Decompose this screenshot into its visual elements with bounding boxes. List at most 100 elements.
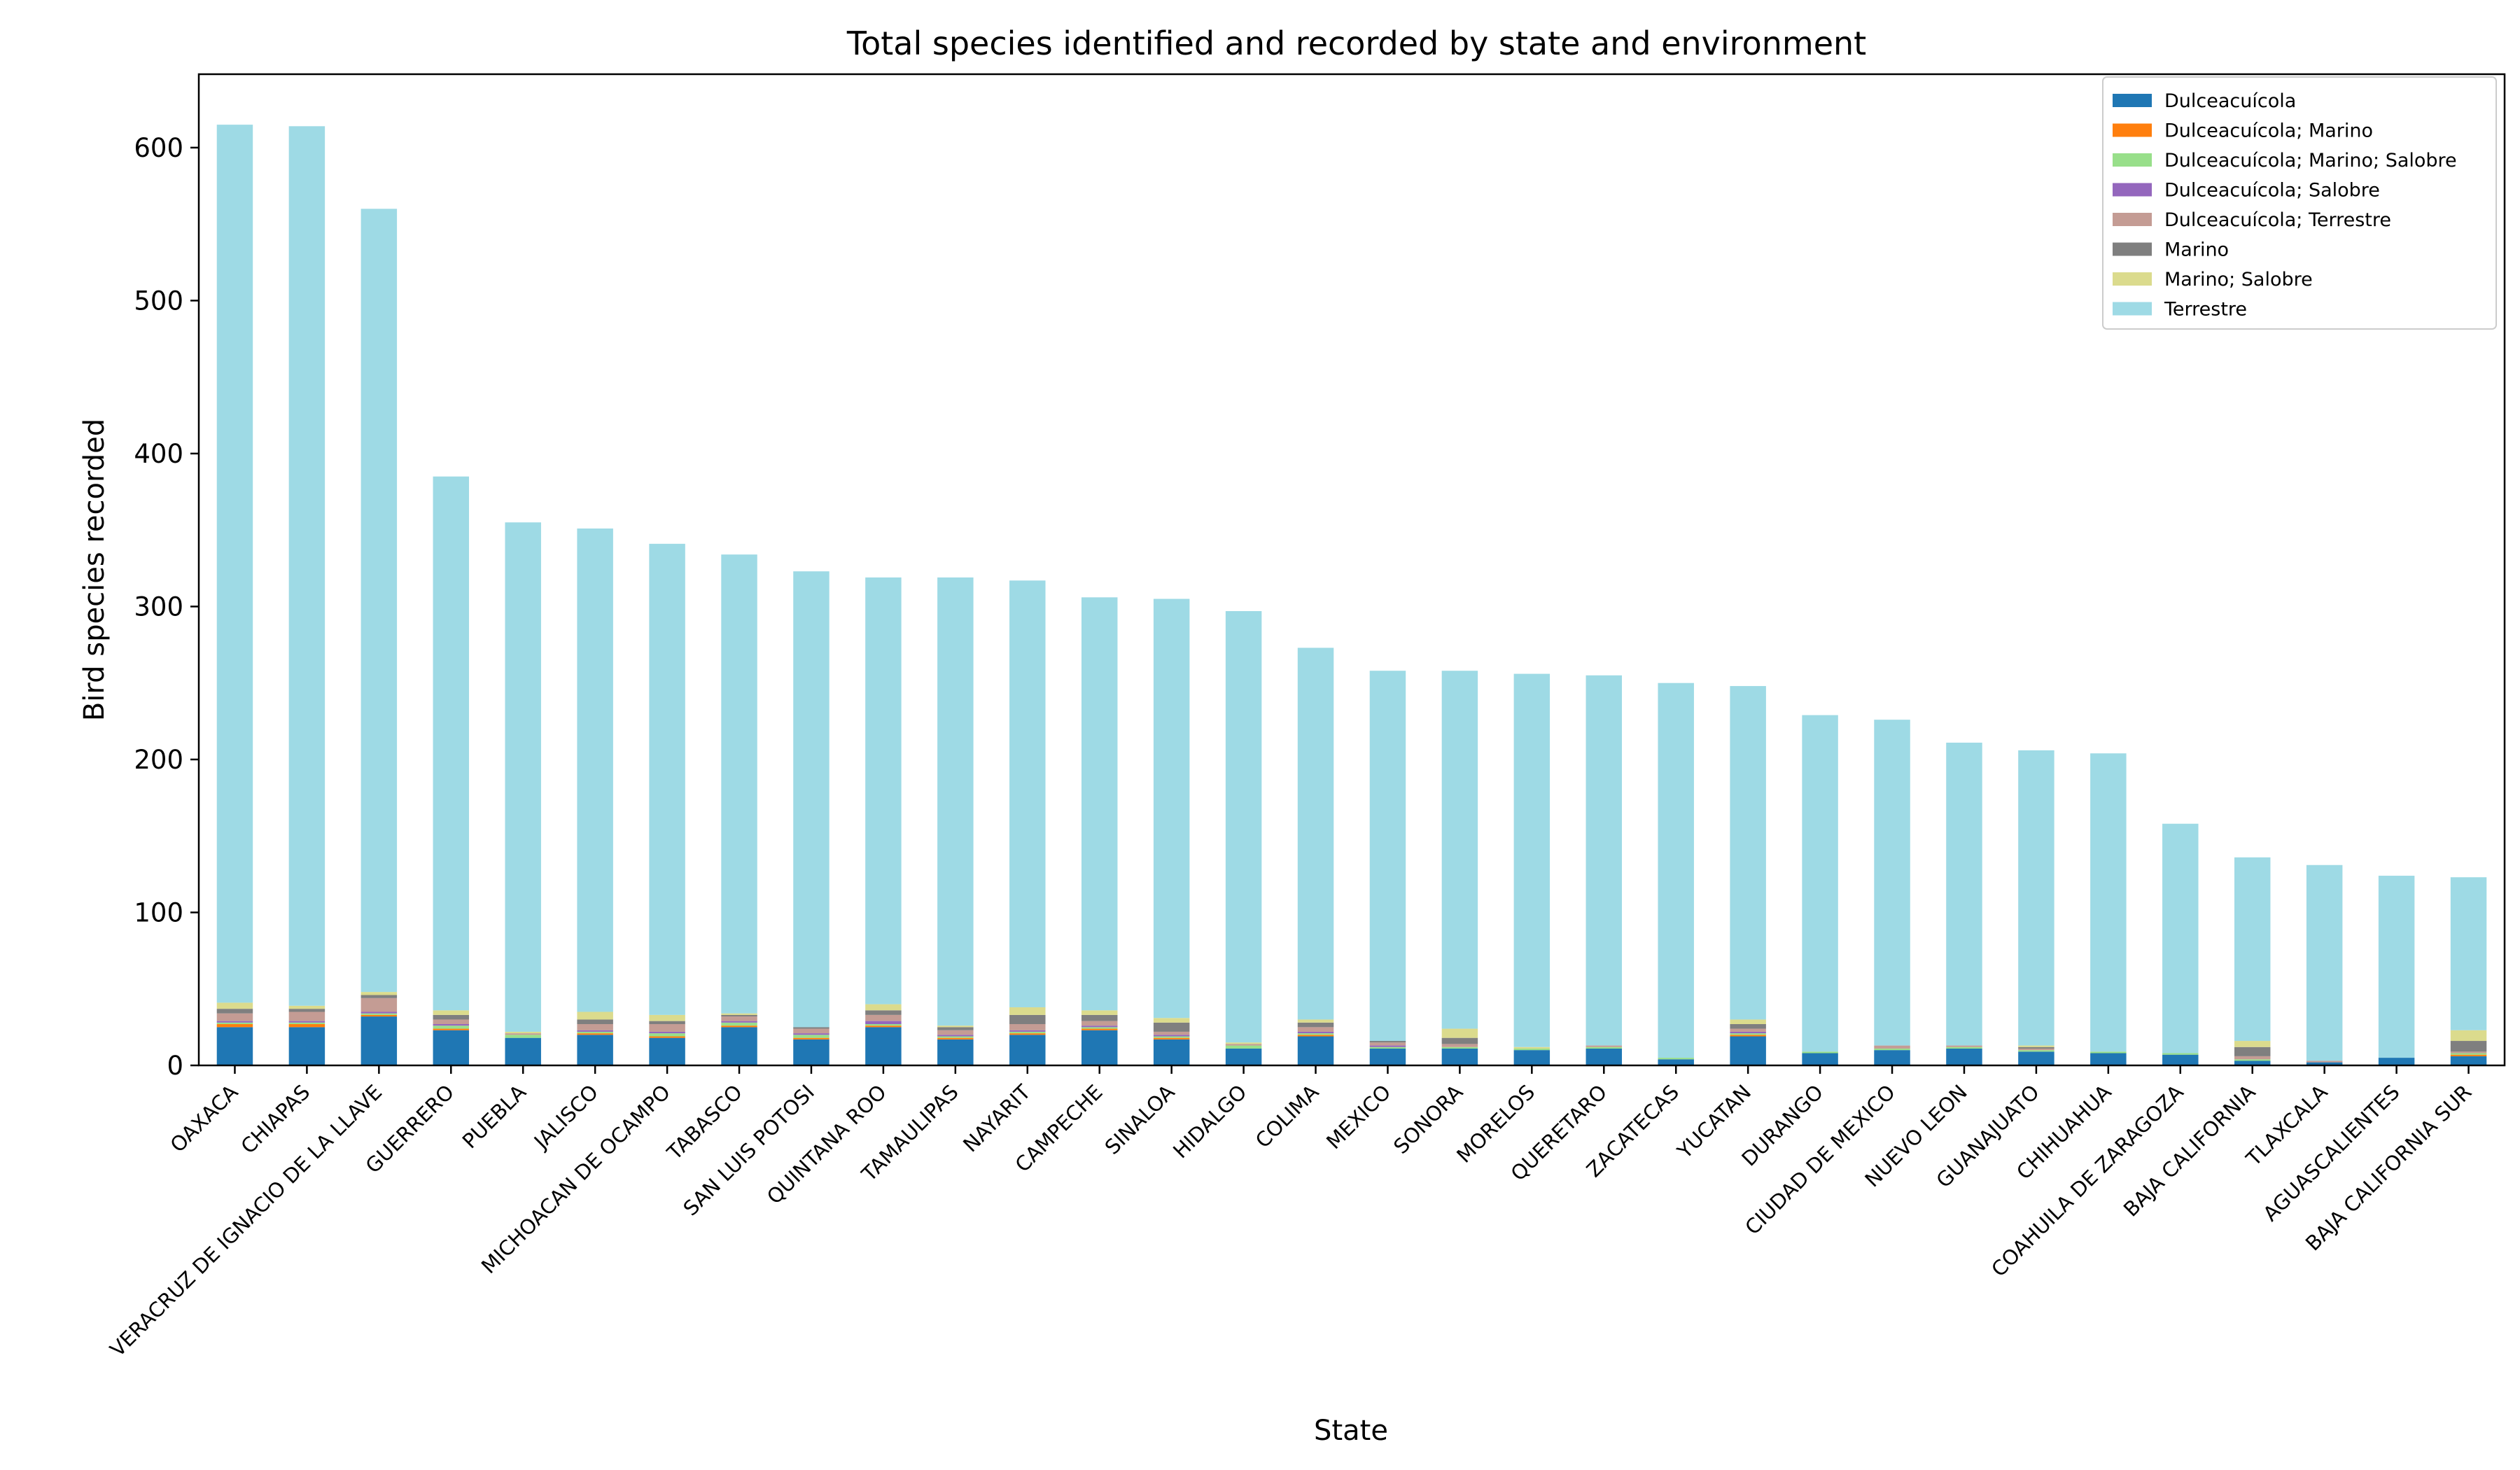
bar-segment: [433, 1028, 470, 1030]
bar-segment: [1946, 1048, 1982, 1065]
bar-segment: [360, 997, 398, 1012]
bar-segment: [1658, 1058, 1694, 1060]
bar-segment: [721, 1022, 757, 1026]
bar-segment: [288, 126, 326, 1006]
bar-segment: [1009, 1035, 1046, 1065]
bar-segment: [1658, 1059, 1694, 1065]
bar-segment: [1946, 742, 1982, 1046]
legend-frame: [2102, 76, 2497, 330]
bar-segment: [649, 1024, 685, 1032]
bar-segment: [649, 1036, 685, 1038]
bar-segment: [865, 577, 902, 1004]
bar-segment: [1658, 682, 1694, 1058]
bar-segment: [1081, 1030, 1118, 1065]
bar-segment: [1153, 598, 1190, 1018]
bar-segment: [1297, 1036, 1334, 1065]
bar-segment: [1874, 1048, 1910, 1051]
bar-segment: [1513, 1048, 1550, 1051]
bar-segment: [1009, 1007, 1046, 1015]
bar-segment: [1874, 1045, 1910, 1049]
bar-segment: [505, 522, 541, 1032]
bar-segment: [721, 1016, 757, 1021]
bar-segment: [288, 1027, 326, 1065]
bar-segment: [1441, 671, 1478, 1029]
bar-segment: [1081, 1026, 1118, 1028]
bar-segment: [1153, 1022, 1190, 1032]
bar-segment: [1513, 1046, 1550, 1049]
bar-segment: [1297, 1027, 1334, 1032]
bar-segment: [865, 1021, 902, 1024]
bar-segment: [360, 992, 398, 995]
plot-frame: [197, 73, 2506, 1067]
bar-segment: [1730, 1024, 1766, 1029]
bar-segment: [2090, 1051, 2127, 1054]
bar-segment: [433, 1010, 470, 1015]
bar-segment: [2450, 1051, 2487, 1054]
bar-segment: [649, 1021, 685, 1024]
bar-segment: [577, 1035, 613, 1065]
bar-segment: [649, 1031, 685, 1034]
bar-segment: [2378, 876, 2415, 1058]
bar-segment: [1369, 1041, 1406, 1043]
bar-segment: [1586, 1048, 1623, 1065]
bar-segment: [577, 1030, 613, 1032]
y-tick-label: 500: [134, 286, 183, 316]
legend-label: Dulceacuícola; Terrestre: [2164, 209, 2391, 231]
bar-segment: [1297, 648, 1334, 1020]
bar-segment: [2306, 1062, 2343, 1065]
bar-segment: [937, 1039, 974, 1065]
bar-segment: [505, 1037, 541, 1065]
y-axis-label: Bird species recorded: [78, 419, 111, 721]
bar-segment: [721, 1014, 757, 1017]
bar-segment: [577, 1011, 613, 1020]
bar-segment: [1369, 1048, 1406, 1065]
bar-segment: [433, 1024, 470, 1026]
bar-segment: [865, 1010, 902, 1015]
legend-swatch: [2113, 272, 2152, 286]
bar-segment: [2234, 1056, 2271, 1060]
bar-segment: [1297, 1031, 1334, 1034]
bar-segment: [1946, 1045, 1982, 1047]
bar-segment: [216, 1002, 253, 1009]
bar-segment: [1730, 1033, 1766, 1035]
bar-segment: [216, 1009, 253, 1014]
bar-segment: [721, 1021, 757, 1023]
bar-segment: [433, 476, 470, 1011]
bar-segment: [1730, 1036, 1766, 1065]
bar-segment: [288, 1022, 326, 1024]
bar-segment: [2162, 823, 2199, 1054]
bar-segment: [2450, 1056, 2487, 1065]
bar-segment: [1586, 1046, 1623, 1049]
bar-segment: [1225, 611, 1262, 1043]
bar-segment: [1225, 1048, 1262, 1065]
bar-segment: [649, 1033, 685, 1037]
bar-segment: [1081, 1028, 1118, 1030]
bar-segment: [288, 1009, 326, 1012]
bar-segment: [1153, 1036, 1190, 1038]
bar-segment: [937, 1036, 974, 1038]
bar-segment: [1009, 580, 1046, 1007]
bar-segment: [721, 554, 757, 1014]
legend-label: Dulceacuícola; Marino: [2164, 120, 2373, 142]
bar-segment: [793, 1037, 830, 1040]
bar-segment: [216, 1027, 253, 1065]
bar-segment: [360, 1016, 398, 1065]
bar-segment: [721, 1027, 757, 1065]
bar-segment: [865, 1026, 902, 1028]
legend-swatch: [2113, 123, 2152, 137]
bar-segment: [2162, 1054, 2199, 1065]
bar-segment: [2450, 1041, 2487, 1052]
bar-segment: [288, 1005, 326, 1009]
bar-segment: [937, 1026, 974, 1028]
legend-label: Marino: [2164, 239, 2229, 261]
legend-swatch: [2113, 94, 2152, 107]
bar-segment: [1802, 715, 1838, 1052]
bar-segment: [360, 1014, 398, 1017]
bar-segment: [1153, 1018, 1190, 1023]
bar-segment: [1441, 1046, 1478, 1049]
bar-segment: [216, 1013, 253, 1021]
bar-segment: [2234, 1041, 2271, 1047]
bar-segment: [2306, 864, 2343, 1061]
bar-segment: [865, 1027, 902, 1065]
